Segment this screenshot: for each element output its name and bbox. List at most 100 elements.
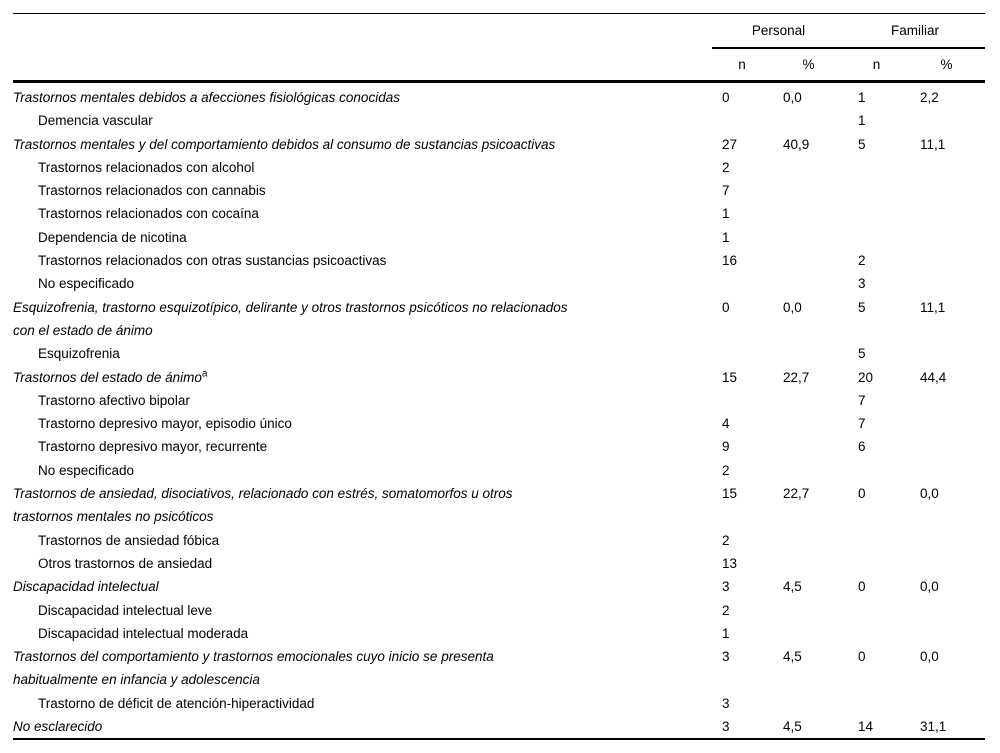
table-row: No especificado 3 [13, 272, 985, 295]
column-header-personal-n: n [712, 48, 772, 83]
table-row: Discapacidad intelectual leve 2 [13, 599, 985, 622]
cell-familiar-n [845, 179, 908, 202]
table-row: Trastorno de déficit de atención-hiperac… [13, 692, 985, 715]
row-label: Discapacidad intelectual leve [13, 599, 712, 622]
cell-personal-n: 4 [722, 416, 730, 432]
table-row: Trastornos del estado de ánimoa 15 22,7 20 4… [13, 366, 985, 389]
table-row: Trastornos de ansiedad fóbica 2 [13, 529, 985, 552]
row-label-line: Trastorno depresivo mayor, episodio únic… [38, 416, 292, 432]
row-label-line: Discapacidad intelectual leve [38, 602, 213, 618]
cell-familiar-n: 3 [858, 276, 866, 292]
cell-familiar-n [845, 552, 908, 575]
cell-familiar-n: 7 [858, 416, 866, 432]
cell-personal-n: 7 [722, 183, 730, 199]
cell-personal-n: 0 [722, 299, 730, 315]
cell-familiar-n: 14 [858, 719, 874, 735]
row-label-line: Trastorno de déficit de atención-hiperac… [38, 695, 315, 711]
cell-familiar-pct [908, 412, 985, 435]
table-row: Trastornos mentales debidos a afecciones… [13, 82, 985, 110]
row-label: Trastornos relacionados con otras sustan… [13, 249, 712, 272]
cell-familiar-pct [908, 226, 985, 249]
cell-familiar-n: 5 [858, 136, 866, 152]
cell-familiar-pct [908, 692, 985, 715]
table-row: Trastornos relacionados con cocaína 1 [13, 202, 985, 225]
table-row: Esquizofrenia 5 [13, 342, 985, 365]
row-label-line: habitualmente en infancia y adolescencia [13, 672, 260, 688]
cell-familiar-n: 2 [858, 253, 866, 269]
column-header-personal-pct: % [772, 48, 846, 83]
row-label: Trastornos del comportamiento y trastorn… [13, 645, 712, 692]
cell-familiar-n [845, 599, 908, 622]
row-label: Dependencia de nicotina [13, 226, 712, 249]
cell-familiar-pct: 2,2 [920, 90, 939, 105]
cell-personal-pct: 22,7 [783, 486, 810, 502]
cell-personal-pct [772, 552, 845, 575]
row-label-line: Trastornos relacionados con alcohol [38, 159, 255, 175]
empty-header-cell [13, 14, 712, 49]
row-label-line: Trastornos de ansiedad, disociativos, re… [13, 486, 513, 502]
cell-familiar-pct [908, 272, 985, 295]
cell-familiar-pct [908, 249, 985, 272]
cell-familiar-n: 1 [858, 113, 866, 129]
cell-familiar-n: 0 [858, 649, 866, 665]
table-row: Esquizofrenia, trastorno esquizotípico, … [13, 296, 985, 343]
row-label-line: Trastornos relacionados con cocaína [38, 206, 259, 222]
cell-personal-pct: 22,7 [783, 369, 810, 385]
cell-personal-n [712, 109, 772, 132]
cell-familiar-pct: 44,4 [920, 369, 947, 385]
cell-familiar-pct [908, 622, 985, 645]
row-label: No especificado [13, 272, 712, 295]
diagnoses-table: Personal Familiar n % n % Trastornos men… [13, 13, 986, 741]
cell-personal-n: 3 [722, 719, 730, 735]
cell-personal-n: 9 [722, 439, 730, 455]
cell-familiar-n: 0 [858, 486, 866, 502]
row-label-line: Trastornos relacionados con otras sustan… [38, 253, 387, 269]
cell-familiar-pct [908, 156, 985, 179]
row-label: Otros trastornos de ansiedad [13, 552, 712, 575]
row-label-line: Trastornos mentales debidos a afecciones… [13, 90, 400, 105]
table-row: Trastorno afectivo bipolar 7 [13, 389, 985, 412]
cell-personal-n: 1 [722, 625, 730, 641]
cell-familiar-n [845, 529, 908, 552]
cell-familiar-pct [908, 459, 985, 482]
row-label: No especificado [13, 459, 712, 482]
cell-familiar-n: 20 [858, 369, 874, 385]
cell-familiar-n: 5 [858, 299, 866, 315]
row-label: Discapacidad intelectual moderada [13, 622, 712, 645]
cell-personal-pct: 0,0 [783, 90, 802, 105]
row-label: No esclarecido [13, 715, 712, 739]
table-row: Otros trastornos de ansiedad 13 [13, 552, 985, 575]
row-label: Demencia vascular [13, 109, 712, 132]
cell-personal-pct: 0,0 [783, 299, 802, 315]
row-label-line: con el estado de ánimo [13, 322, 153, 338]
cell-personal-n: 13 [722, 555, 738, 571]
table-row: Discapacidad intelectual moderada 1 [13, 622, 985, 645]
cell-personal-n: 15 [722, 369, 738, 385]
cell-personal-n: 3 [722, 695, 730, 711]
table-row: Trastornos relacionados con otras sustan… [13, 249, 985, 272]
cell-personal-n: 1 [722, 206, 730, 222]
cell-familiar-n [845, 202, 908, 225]
cell-familiar-n: 7 [858, 392, 866, 408]
row-label-line: Trastornos de ansiedad fóbica [38, 532, 220, 548]
row-label: Trastornos mentales y del comportamiento… [13, 133, 712, 156]
cell-personal-pct: 40,9 [783, 136, 810, 152]
row-label-line: Esquizofrenia, trastorno esquizotípico, … [13, 299, 568, 315]
empty-header-cell [13, 48, 712, 83]
row-label: Esquizofrenia, trastorno esquizotípico, … [13, 296, 712, 343]
row-label: Trastornos de ansiedad fóbica [13, 529, 712, 552]
cell-familiar-pct: 11,1 [920, 136, 946, 152]
row-label: Esquizofrenia [13, 342, 712, 365]
table-row: Demencia vascular 1 [13, 109, 985, 132]
cell-familiar-n [845, 226, 908, 249]
row-label-line: trastornos mentales no psicóticos [13, 509, 214, 525]
cell-personal-pct [772, 412, 845, 435]
cell-familiar-n: 1 [858, 90, 866, 105]
cell-personal-n: 16 [722, 253, 738, 269]
cell-familiar-pct [908, 109, 985, 132]
cell-familiar-n [845, 692, 908, 715]
cell-familiar-pct: 0,0 [920, 579, 939, 595]
cell-personal-n: 3 [722, 579, 730, 595]
cell-familiar-pct [908, 599, 985, 622]
group-header-row: Personal Familiar [13, 13, 986, 49]
